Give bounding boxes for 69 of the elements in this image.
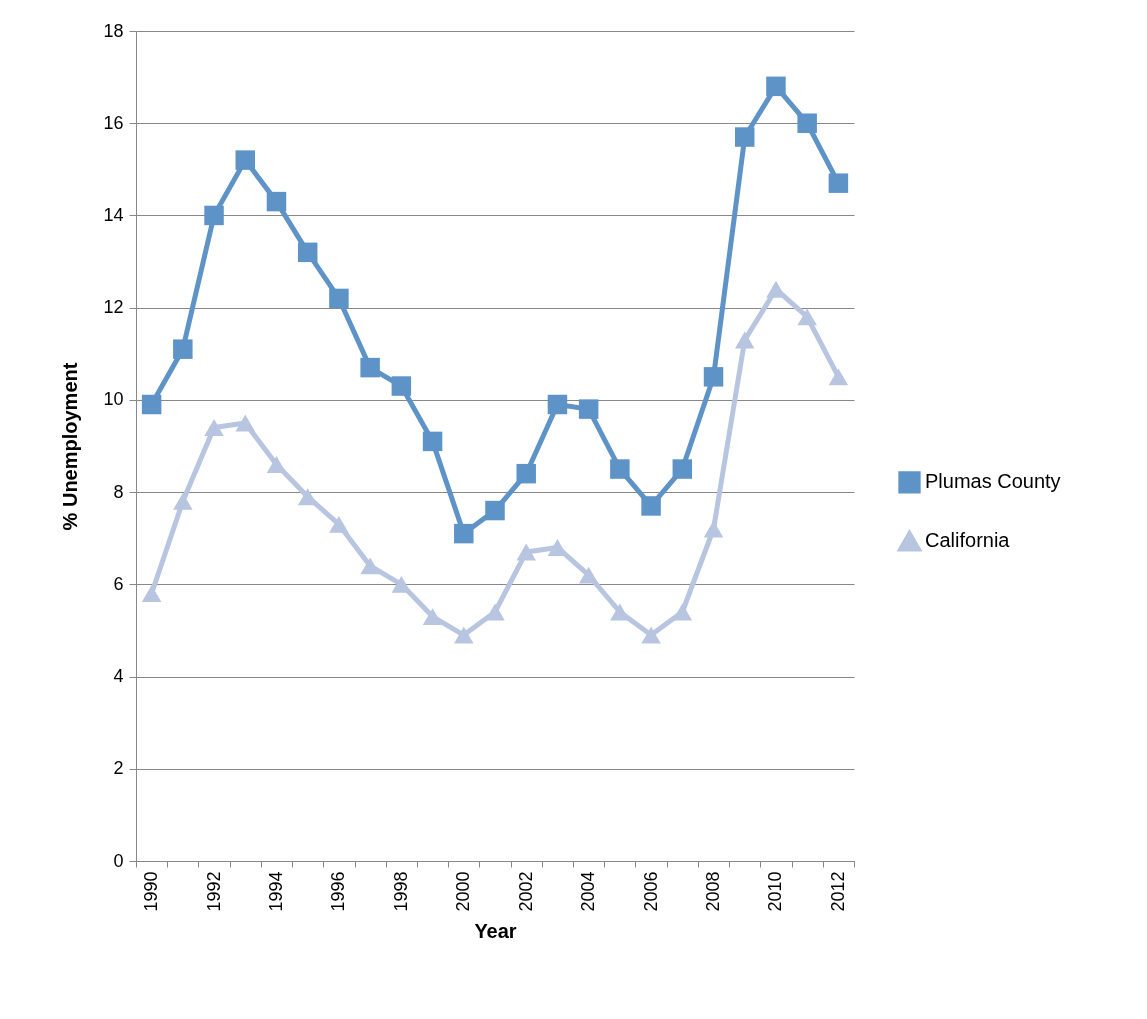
point	[173, 492, 193, 510]
x-tick-label: 2012	[827, 871, 848, 912]
point	[516, 543, 536, 561]
point	[360, 557, 380, 575]
point	[391, 376, 412, 396]
x-tick-label: 2004	[578, 871, 599, 912]
point	[266, 456, 287, 473]
point	[329, 288, 349, 309]
y-tick-label: 8	[113, 481, 124, 502]
x-tick-label: 1994	[265, 871, 286, 912]
point	[141, 394, 162, 415]
y-tick-label: 12	[103, 297, 124, 318]
point	[454, 626, 474, 644]
y-tick-label: 2	[113, 758, 124, 779]
point	[329, 515, 349, 533]
point	[797, 113, 817, 133]
point	[766, 76, 786, 97]
y-tick-label: 14	[103, 204, 124, 225]
x-tick-label: 2008	[703, 871, 724, 912]
point	[578, 399, 599, 419]
x-axis-title: Year	[474, 919, 517, 942]
x-tick-label: 1990	[141, 871, 162, 912]
point	[547, 394, 568, 415]
point	[734, 127, 755, 147]
point	[734, 331, 755, 349]
legend-label: California	[925, 529, 1011, 552]
x-tick-label: 2000	[453, 871, 474, 912]
point	[641, 496, 661, 516]
point	[703, 520, 724, 538]
point	[578, 566, 599, 584]
y-tick-label: 6	[113, 573, 124, 594]
point	[422, 431, 443, 452]
legend-label: Plumas County	[925, 470, 1061, 493]
point	[360, 357, 380, 378]
point	[391, 575, 412, 593]
point	[485, 603, 505, 621]
point	[828, 368, 849, 386]
point	[516, 463, 536, 484]
x-tick-label: 1992	[203, 871, 224, 912]
x-tick-label: 1996	[328, 871, 349, 912]
point	[235, 150, 256, 170]
y-tick-label: 16	[103, 112, 124, 133]
point	[297, 242, 318, 263]
point	[828, 173, 849, 193]
y-axis-title: % Unemployment	[59, 362, 82, 531]
y-tick-label: 4	[113, 666, 124, 687]
point	[610, 603, 630, 621]
x-tick-label: 2002	[515, 871, 536, 912]
point	[485, 500, 505, 521]
y-tick-label: 18	[103, 20, 124, 41]
x-tick-label: 2010	[765, 871, 786, 912]
point	[204, 419, 224, 436]
x-tick-label: 1998	[390, 871, 411, 912]
y-tick-label: 0	[113, 850, 124, 871]
point	[204, 205, 224, 226]
point	[672, 459, 693, 479]
point	[797, 308, 817, 326]
point	[266, 191, 287, 212]
point	[641, 626, 661, 644]
y-tick-label: 10	[103, 389, 124, 410]
point	[422, 608, 443, 626]
point	[141, 585, 162, 602]
point	[672, 603, 693, 621]
point	[173, 339, 193, 359]
x-tick-label: 2006	[640, 871, 661, 912]
point	[454, 523, 474, 544]
point	[703, 367, 724, 387]
point	[235, 414, 256, 432]
point	[610, 459, 630, 479]
